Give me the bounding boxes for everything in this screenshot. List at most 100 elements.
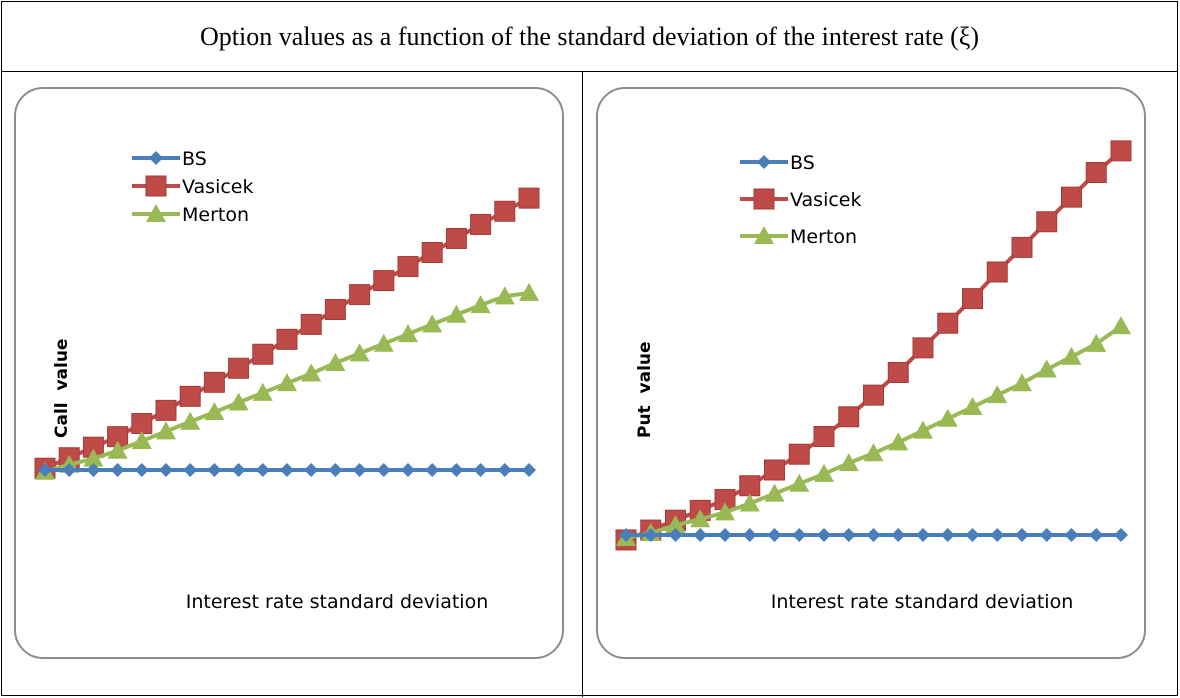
x-axis-label: Interest rate standard deviation <box>186 591 489 613</box>
point-merton <box>1086 333 1107 352</box>
point-merton <box>228 392 249 411</box>
point-vasicek <box>1085 162 1107 184</box>
point-vasicek <box>179 385 201 407</box>
point-vasicek <box>276 328 298 350</box>
point-bs <box>255 463 270 477</box>
point-merton <box>863 443 884 462</box>
point-bs <box>376 463 391 477</box>
point-merton <box>937 408 958 427</box>
point-merton <box>690 509 711 528</box>
legend-label: Vasicek <box>182 176 253 198</box>
point-bs <box>767 528 782 542</box>
point-merton <box>180 411 201 430</box>
legend-marker <box>754 226 774 244</box>
chart-area <box>596 87 1146 659</box>
x-axis-label: Interest rate standard deviation <box>771 591 1074 613</box>
point-merton <box>519 282 539 301</box>
point-merton <box>470 295 491 314</box>
point-bs <box>134 463 149 477</box>
point-vasicek <box>228 357 250 379</box>
point-bs <box>1015 528 1029 542</box>
legend-label: Merton <box>182 204 249 226</box>
point-merton <box>156 421 176 440</box>
point-vasicek <box>986 261 1008 283</box>
point-merton <box>325 353 346 372</box>
point-bs <box>304 463 319 477</box>
point-vasicek <box>788 443 810 465</box>
point-vasicek <box>155 399 177 421</box>
legend-marker <box>149 151 163 165</box>
point-merton <box>398 324 418 343</box>
point-vasicek <box>962 288 983 310</box>
column-divider <box>582 72 583 697</box>
point-merton <box>764 483 785 502</box>
point-bs <box>110 463 125 477</box>
point-merton <box>987 385 1008 404</box>
point-vasicek <box>203 371 225 393</box>
point-merton <box>789 473 810 492</box>
point-merton <box>715 502 735 521</box>
legend-label: Merton <box>790 226 857 248</box>
point-bs <box>643 528 658 542</box>
point-vasicek <box>1011 236 1033 258</box>
point-vasicek <box>349 284 371 306</box>
point-vasicek <box>373 270 395 292</box>
point-bs <box>497 463 512 477</box>
point-bs <box>965 528 980 542</box>
point-bs <box>401 463 415 477</box>
point-vasicek <box>494 200 516 222</box>
point-merton <box>1111 316 1131 335</box>
legend-marker <box>753 188 775 210</box>
point-bs <box>449 463 464 477</box>
point-merton <box>107 440 128 459</box>
point-vasicek <box>421 242 443 264</box>
y-axis-label: Put value <box>635 341 655 438</box>
point-merton <box>373 333 394 352</box>
point-merton <box>446 304 467 323</box>
point-merton <box>204 402 225 421</box>
point-bs <box>693 528 708 542</box>
point-merton <box>838 453 859 472</box>
legend-label: BS <box>790 152 815 174</box>
point-bs <box>891 528 906 542</box>
point-bs <box>1039 528 1054 542</box>
chart-panel-2: BS Vasicek Merton Put value Interest rate st… <box>596 87 1146 659</box>
point-bs <box>866 528 881 542</box>
point-merton <box>252 382 273 401</box>
point-merton <box>131 431 152 450</box>
point-bs <box>619 528 633 542</box>
point-vasicek <box>912 337 934 359</box>
legend-label: BS <box>182 148 207 170</box>
point-merton <box>739 493 760 512</box>
point-bs <box>1064 528 1079 542</box>
point-vasicek <box>813 426 835 447</box>
point-bs <box>916 528 930 542</box>
point-bs <box>159 463 173 477</box>
point-bs <box>183 463 198 477</box>
point-vasicek <box>324 299 346 321</box>
point-bs <box>352 463 367 477</box>
point-vasicek <box>838 406 860 428</box>
point-merton <box>962 396 983 415</box>
point-vasicek <box>937 312 959 334</box>
point-bs <box>231 463 246 477</box>
point-vasicek <box>887 361 909 383</box>
point-bs <box>1114 528 1128 542</box>
point-bs <box>86 463 101 477</box>
point-bs <box>280 463 294 477</box>
point-merton <box>494 286 515 305</box>
point-merton <box>349 343 370 362</box>
point-bs <box>473 463 488 477</box>
point-vasicek <box>300 313 322 335</box>
point-merton <box>1036 359 1057 378</box>
point-vasicek <box>252 343 274 365</box>
chart-panel-1: BS Vasicek Merton Call value Interest rate s… <box>14 87 564 659</box>
legend-marker <box>757 155 771 169</box>
point-vasicek <box>131 413 153 435</box>
point-bs <box>1089 528 1104 542</box>
point-vasicek <box>1036 211 1058 233</box>
point-vasicek <box>1061 186 1082 208</box>
chart-area <box>14 87 564 659</box>
point-vasicek <box>764 459 785 481</box>
